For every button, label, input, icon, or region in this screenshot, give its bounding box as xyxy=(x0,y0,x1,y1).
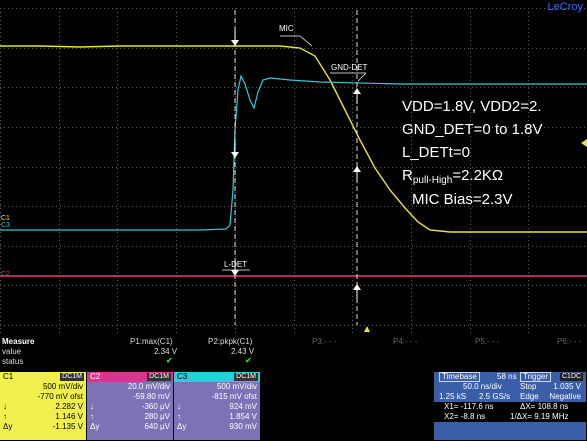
channel-cursor-2: ↑ 1.854 V xyxy=(177,412,257,421)
cursor-row-2: X2= -8.8 ns 1/ΔX= 9.19 MHz xyxy=(434,412,586,422)
timebase-header-row: Timebase 58 ns Trigger C1DC xyxy=(437,372,584,382)
measure-p1-value: 2.34 V xyxy=(154,347,178,356)
annotation-mic-bias: MIC Bias=2.3V xyxy=(412,191,513,208)
measure-row-status-label: status xyxy=(2,357,24,366)
trace-label-l-det: L-DET xyxy=(224,260,248,269)
channel-name: C1 xyxy=(3,372,14,381)
measure-panel: Measure value status P1:max(C1) 2.34 V ✔… xyxy=(0,335,587,371)
trigger-type: Edge xyxy=(520,392,539,401)
timebase-div: 50.0 ns/div xyxy=(463,382,502,391)
timebase-offset: 58 ns xyxy=(497,372,517,381)
cursor-x1-readout: X1= -117.6 ns xyxy=(444,402,494,411)
channel-offset: -770 mV ofst xyxy=(37,392,83,401)
trace-label-gnd-det: GND-DET xyxy=(331,63,368,72)
channel-offset: -815 mV ofst xyxy=(211,392,257,401)
annotation-gnd-det: GND_DET=0 to 1.8V xyxy=(402,121,543,138)
channel-cursor-1: ↓ -360 µV xyxy=(90,402,170,411)
timebase-rate: 2.5 GS/s xyxy=(479,392,511,401)
channel-box-c1[interactable]: C1 DC1M 500 mV/div -770 mV ofst ↓ 2.282 V… xyxy=(0,372,86,440)
channel-vdiv: 20.0 mV/div xyxy=(127,382,170,391)
coupling-tag: DC1M xyxy=(147,373,171,381)
channel-offset: -59.80 mV xyxy=(133,392,170,401)
channel-cursor-1: ↓ 924 mV xyxy=(177,402,257,411)
measure-p1-status-icon: ✔ xyxy=(166,356,173,365)
channel-cursor-delta: Δy -1.135 V xyxy=(3,422,83,431)
trace-c3-gnd-det xyxy=(0,74,587,231)
trigger-level: 1.035 V xyxy=(553,382,581,391)
measure-p1-name[interactable]: P1:max(C1) xyxy=(130,337,173,346)
channel-cursor-2: ↑ 1.146 V xyxy=(3,412,83,421)
channel-vdiv: 500 mV/div xyxy=(216,382,257,391)
trigger-level-marker[interactable] xyxy=(581,139,587,147)
trigger-slope: Negative xyxy=(549,392,581,401)
brand-logo: LeCroy xyxy=(547,1,583,13)
measure-row-value-label: value xyxy=(2,347,22,356)
measure-p2-value: 2.43 V xyxy=(231,347,255,356)
channel-name: C2 xyxy=(90,372,101,381)
cursor-row-1: X1= -117.6 ns ΔX= 108.8 ns xyxy=(434,402,586,412)
trace-label-mic: MIC xyxy=(279,24,294,33)
timebase-trigger-panel[interactable]: Timebase 58 ns Trigger C1DC 50.0 ns/div … xyxy=(434,372,586,440)
channel-box-header: C1 DC1M xyxy=(0,372,86,382)
coupling-tag: DC1M xyxy=(234,373,258,381)
channel-cursor-delta: Δy 930 mV xyxy=(177,422,257,431)
annotation-vdd: VDD=1.8V, VDD2=2. xyxy=(402,98,542,115)
waveform-grid xyxy=(0,8,587,333)
coupling-tag: DC1M xyxy=(60,373,84,381)
channel-marker-c2: C2 xyxy=(1,271,10,278)
timebase-label: Timebase xyxy=(439,372,480,382)
timebase-samples: 1.25 kS xyxy=(439,392,467,401)
measure-p2-name[interactable]: P2:pkpk(C1) xyxy=(208,337,253,346)
trigger-label: Trigger xyxy=(520,372,552,382)
channel-box-c2[interactable]: C2 DC1M 20.0 mV/div -59.80 mV ↓ -360 µV ↑… xyxy=(87,372,173,440)
trigger-time-marker[interactable] xyxy=(364,326,370,332)
cursor-dx-readout: ΔX= 108.8 ns xyxy=(520,402,569,411)
channel-box-header: C3 DC1M xyxy=(174,372,260,382)
channel-box-header: C2 DC1M xyxy=(87,372,173,382)
measure-header: Measure xyxy=(2,337,35,346)
channel-box-c3[interactable]: C3 DC1M 500 mV/div -815 mV ofst ↓ 924 mV … xyxy=(174,372,260,440)
channel-cursor-delta: Δy 640 µV xyxy=(90,422,170,431)
channel-cursor-1: ↓ 2.282 V xyxy=(3,402,83,411)
cursor-markers xyxy=(231,30,361,300)
measure-p2-status-icon: ✔ xyxy=(245,356,252,365)
measure-p5-name[interactable]: P5:- - - xyxy=(475,337,500,346)
channel-cursor-2: ↑ 280 µV xyxy=(90,412,170,421)
scope-display: LeCroy MIC GND-DET L-DET C1 C3 C2 VDD=1.… xyxy=(0,0,587,335)
annotation-l-det: L_DETt=0 xyxy=(402,144,470,161)
measure-p3-name[interactable]: P3:- - - xyxy=(312,337,337,346)
cursor-inv-dx-readout: 1/ΔX= 9.19 MHz xyxy=(510,412,569,421)
channel-marker-c1: C1 xyxy=(1,215,10,222)
channel-name: C3 xyxy=(177,372,188,381)
trigger-mode: Stop xyxy=(520,382,537,391)
measure-p6-name[interactable]: P6:- - - xyxy=(557,337,582,346)
timebase-row-2: 50.0 ns/div Stop 1.035 V xyxy=(437,382,583,392)
channel-vdiv: 500 mV/div xyxy=(42,382,83,391)
trigger-channel: C1DC xyxy=(560,373,584,381)
annotation-r-pullhigh: Rpull-High=2.2KΩ xyxy=(402,167,504,186)
channel-marker-c3: C3 xyxy=(1,222,10,229)
trace-c1-mic xyxy=(0,45,587,233)
timebase-row-3: 1.25 kS 2.5 GS/s Edge Negative xyxy=(437,392,583,402)
cursor-x2-readout: X2= -8.8 ns xyxy=(444,412,486,421)
measure-p4-name[interactable]: P4:- - - xyxy=(393,337,418,346)
